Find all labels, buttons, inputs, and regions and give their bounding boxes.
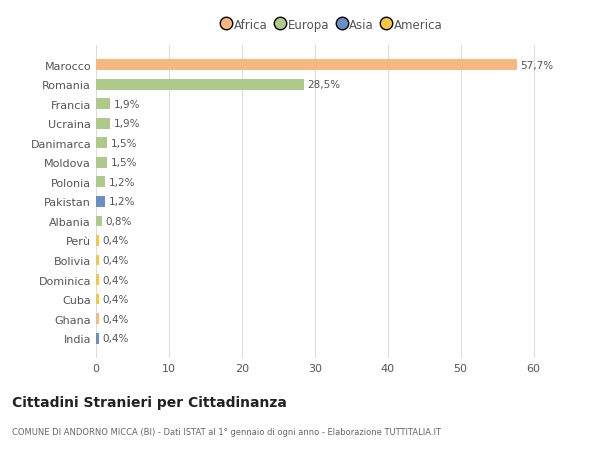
Bar [96, 274, 99, 285]
Bar [96, 138, 107, 149]
Bar [96, 157, 107, 168]
Bar [96, 333, 99, 344]
Bar [96, 60, 517, 71]
Bar [96, 79, 304, 90]
Text: 1,2%: 1,2% [109, 178, 135, 187]
Bar [96, 99, 110, 110]
Bar [96, 294, 99, 305]
Bar [96, 313, 99, 325]
Text: 57,7%: 57,7% [520, 61, 554, 70]
Bar [96, 235, 99, 246]
Bar [96, 255, 99, 266]
Text: 0,4%: 0,4% [103, 334, 129, 343]
Text: 1,5%: 1,5% [110, 158, 137, 168]
Bar [96, 177, 105, 188]
Text: Cittadini Stranieri per Cittadinanza: Cittadini Stranieri per Cittadinanza [12, 395, 287, 409]
Text: 0,4%: 0,4% [103, 256, 129, 265]
Text: 0,4%: 0,4% [103, 236, 129, 246]
Text: COMUNE DI ANDORNO MICCA (BI) - Dati ISTAT al 1° gennaio di ogni anno - Elaborazi: COMUNE DI ANDORNO MICCA (BI) - Dati ISTA… [12, 427, 441, 436]
Legend: Africa, Europa, Asia, America: Africa, Europa, Asia, America [218, 14, 448, 37]
Bar [96, 118, 110, 129]
Text: 0,4%: 0,4% [103, 295, 129, 304]
Text: 1,9%: 1,9% [113, 100, 140, 109]
Text: 0,4%: 0,4% [103, 314, 129, 324]
Bar [96, 216, 102, 227]
Text: 1,5%: 1,5% [110, 139, 137, 148]
Bar [96, 196, 105, 207]
Text: 0,8%: 0,8% [106, 217, 132, 226]
Text: 1,9%: 1,9% [113, 119, 140, 129]
Text: 28,5%: 28,5% [307, 80, 341, 90]
Text: 1,2%: 1,2% [109, 197, 135, 207]
Text: 0,4%: 0,4% [103, 275, 129, 285]
